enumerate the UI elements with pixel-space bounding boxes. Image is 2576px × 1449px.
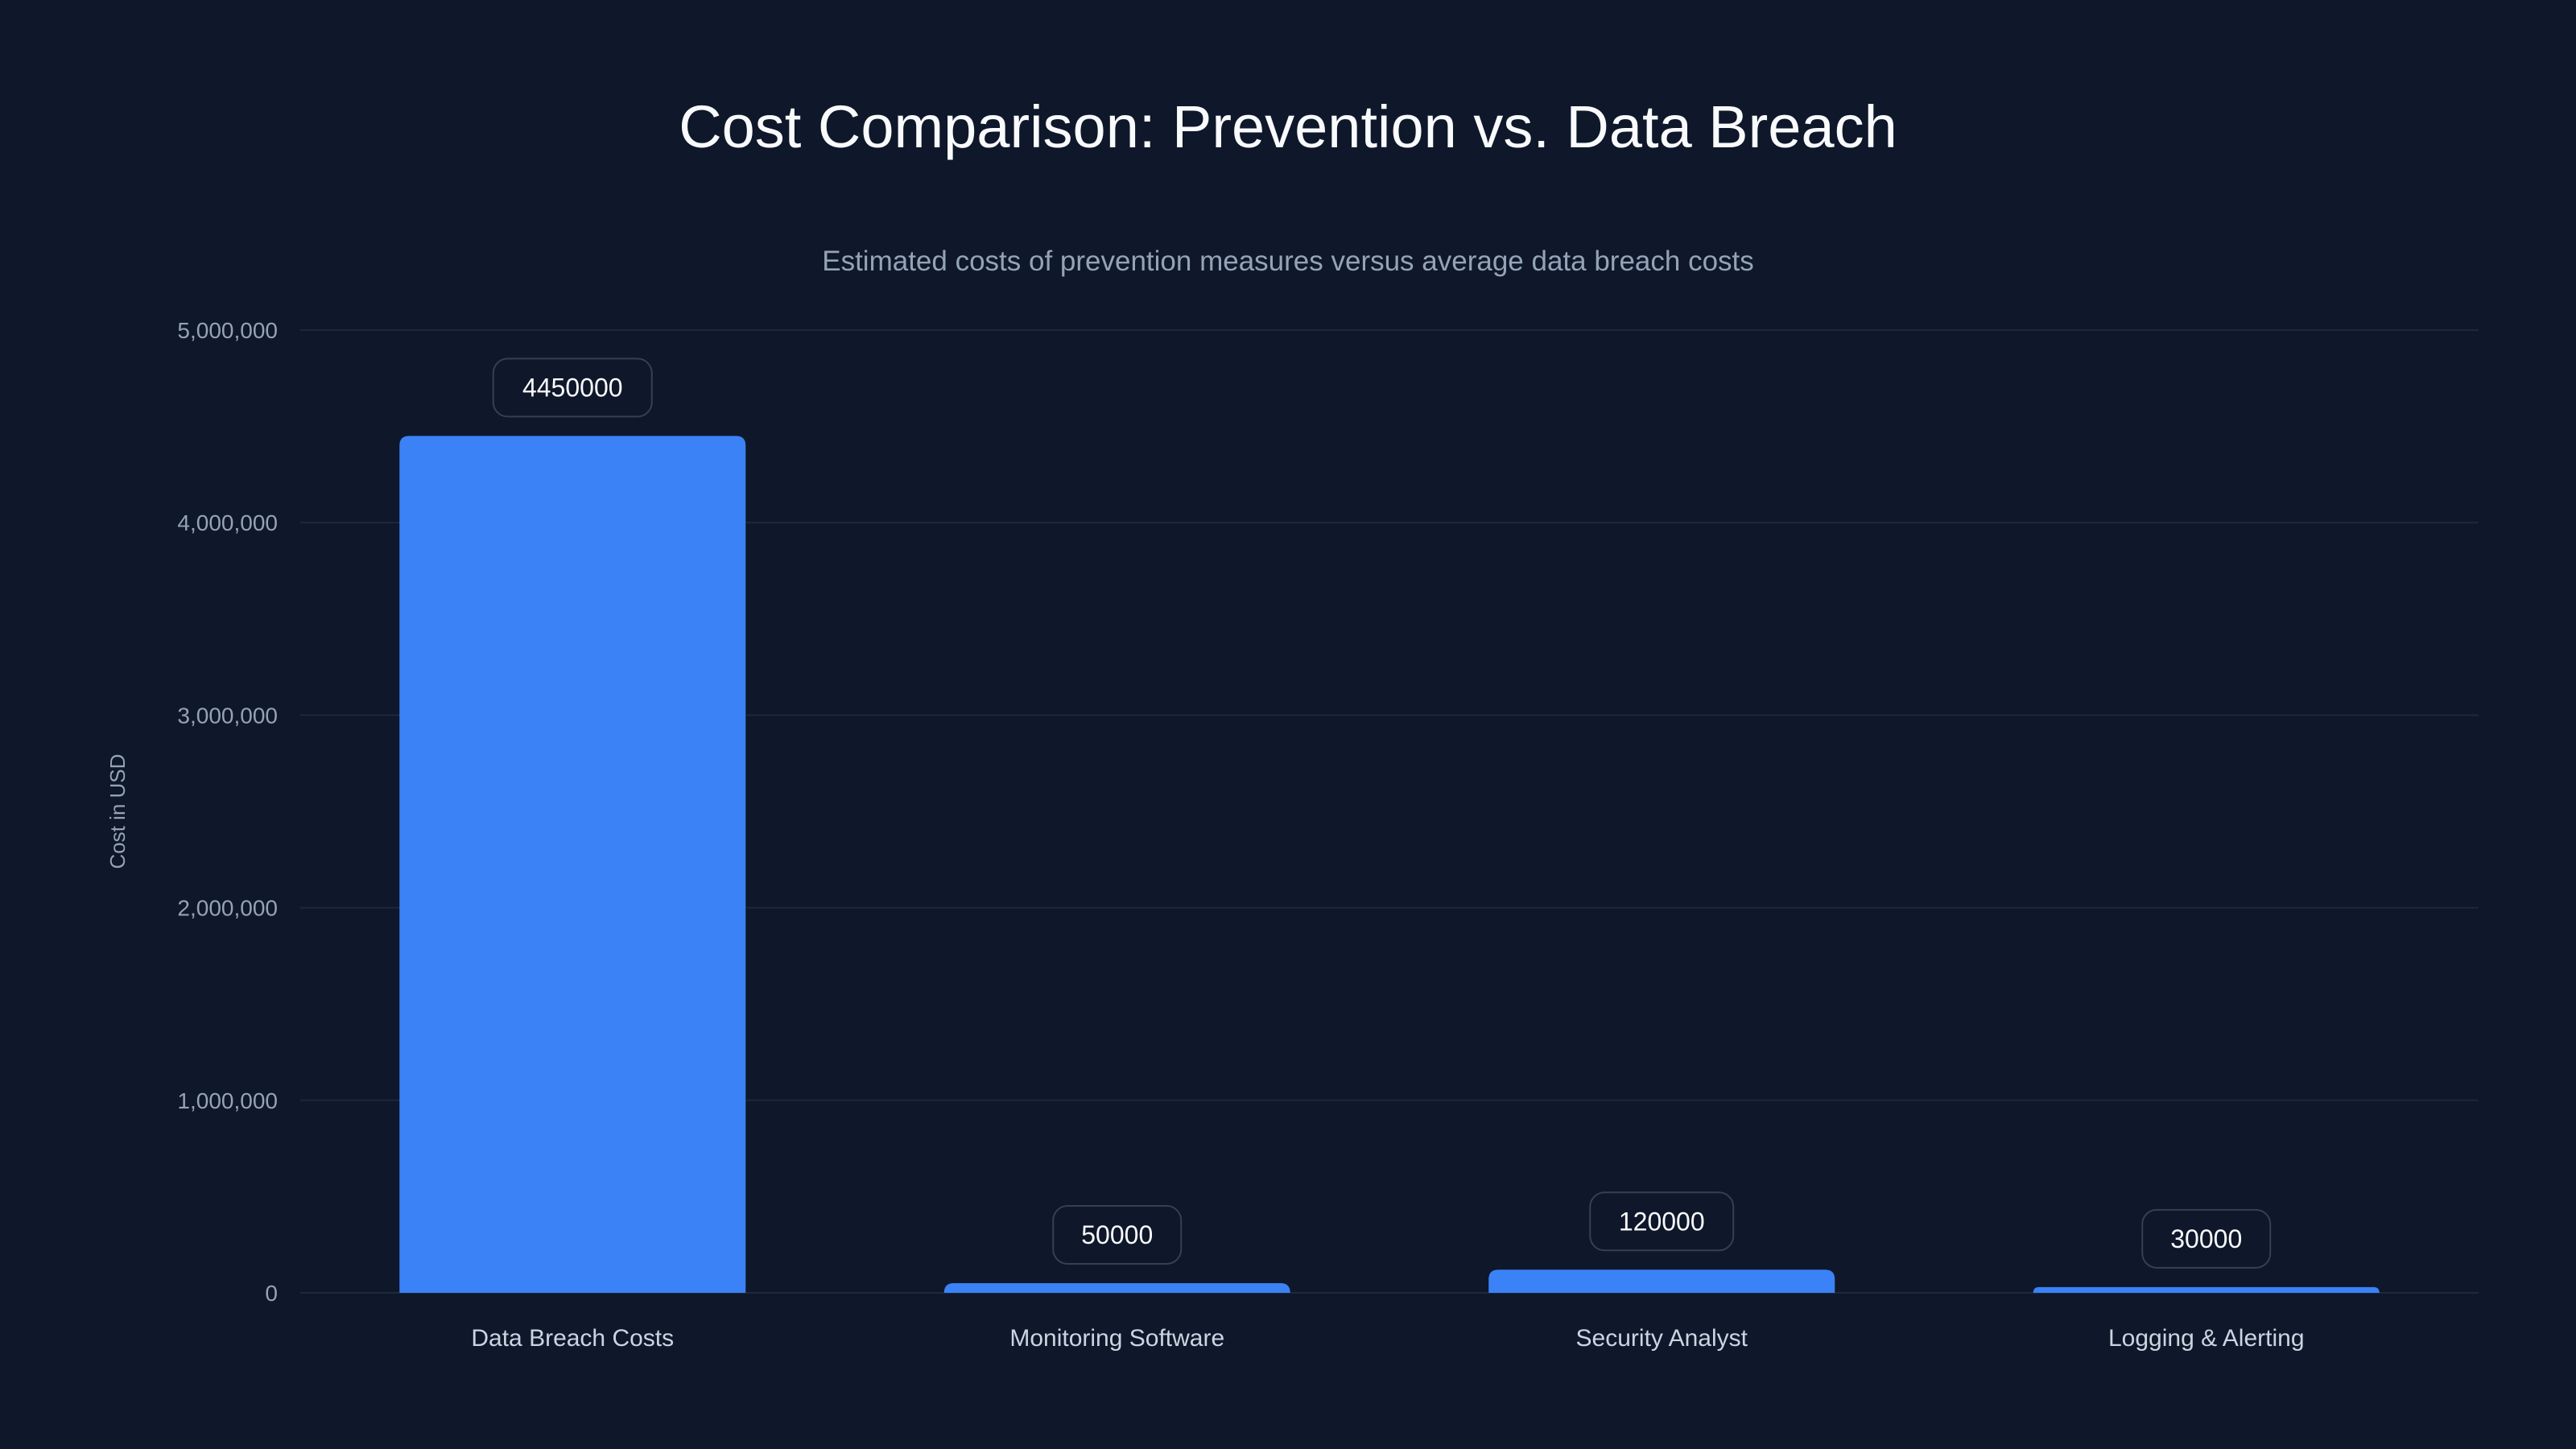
value-label: 120000 [1619,1207,1705,1236]
y-tick-label: 0 [265,1281,278,1306]
bar [2033,1286,2380,1293]
x-tick-label: Logging & Alerting [2108,1325,2305,1352]
x-tick-label: Monitoring Software [1009,1325,1224,1352]
y-tick-label: 3,000,000 [177,703,278,728]
y-tick-label: 2,000,000 [177,896,278,921]
value-label: 4450000 [522,374,623,402]
value-label: 50000 [1081,1220,1153,1249]
value-label-box [2141,1208,2272,1269]
value-label: 30000 [2170,1224,2242,1253]
y-tick-label: 5,000,000 [177,318,278,343]
x-tick-label: Data Breach Costs [471,1325,674,1352]
y-axis-label: Cost in USD [105,753,130,869]
bar [943,1283,1290,1293]
chart-subtitle: Estimated costs of prevention measures v… [822,246,1754,277]
x-tick-label: Security Analyst [1576,1325,1748,1352]
value-label-box [1052,1205,1183,1265]
bar [399,436,746,1293]
chart-title: Cost Comparison: Prevention vs. Data Bre… [679,93,1897,160]
y-tick-label: 1,000,000 [177,1088,278,1113]
bar [1488,1269,1835,1293]
value-label-box [1589,1191,1735,1252]
value-label-box [492,357,653,418]
y-tick-label: 4,000,000 [177,510,278,535]
